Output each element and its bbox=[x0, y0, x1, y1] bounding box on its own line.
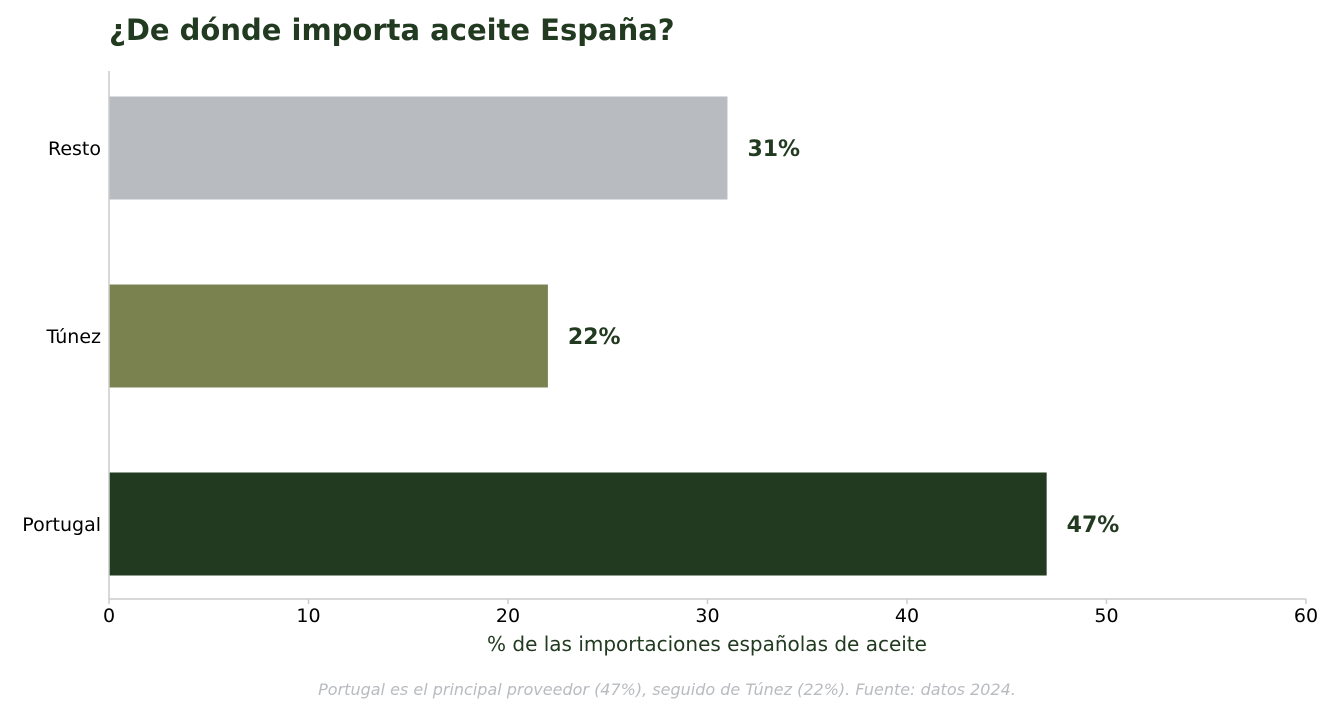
x-tick-label: 60 bbox=[1294, 605, 1318, 627]
chart-caption: Portugal es el principal proveedor (47%)… bbox=[318, 680, 1016, 699]
category-label: Resto bbox=[48, 138, 101, 160]
value-labels: 31% 22% 47% bbox=[568, 137, 1119, 538]
x-tick-label: 30 bbox=[695, 605, 719, 627]
chart-title: ¿De dónde importa aceite España? bbox=[109, 13, 675, 47]
category-label: Túnez bbox=[46, 326, 101, 348]
bars bbox=[109, 96, 1047, 576]
x-tick-label: 20 bbox=[496, 605, 520, 627]
x-tick-label: 0 bbox=[103, 605, 115, 627]
bar-resto bbox=[109, 96, 728, 200]
x-tick-label: 40 bbox=[895, 605, 919, 627]
x-tick-label: 10 bbox=[296, 605, 320, 627]
x-tick-label: 50 bbox=[1094, 605, 1118, 627]
x-axis-ticks: 0 10 20 30 40 50 60 bbox=[103, 599, 1318, 627]
category-label: Portugal bbox=[22, 514, 101, 536]
value-label: 31% bbox=[747, 137, 800, 162]
value-label: 22% bbox=[568, 325, 621, 350]
x-axis-title: % de las importaciones españolas de acei… bbox=[487, 632, 927, 656]
value-label: 47% bbox=[1067, 513, 1120, 538]
bar-tunez bbox=[109, 284, 548, 388]
category-labels: Resto Túnez Portugal bbox=[22, 138, 101, 536]
bar-portugal bbox=[109, 472, 1047, 576]
